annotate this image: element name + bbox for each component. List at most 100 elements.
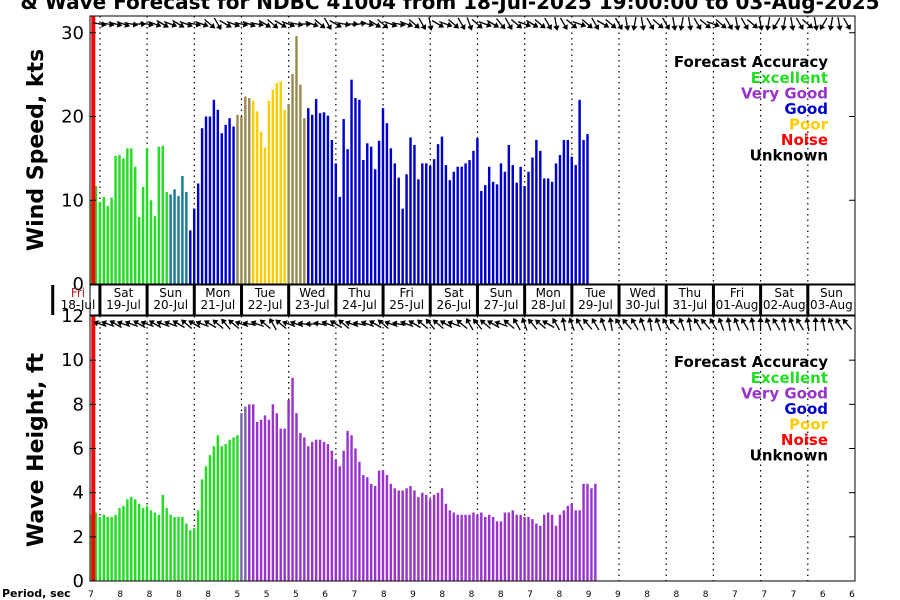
wind-bar bbox=[212, 99, 216, 284]
arrow-head bbox=[812, 25, 820, 31]
day-name-label: Tue bbox=[254, 286, 276, 300]
wind-direction-arrow bbox=[305, 20, 319, 28]
day-date-label: 25-Jul bbox=[389, 298, 424, 312]
wind-bar bbox=[279, 81, 282, 284]
arrow-head bbox=[532, 22, 539, 28]
wind-direction-arrow bbox=[242, 20, 256, 28]
wave-y-tick-label: 4 bbox=[73, 483, 84, 504]
wind-bar bbox=[468, 160, 471, 284]
arrow-head bbox=[599, 317, 606, 324]
wind-direction-arrow bbox=[662, 17, 670, 31]
wave-bar bbox=[153, 512, 157, 581]
period-value: 7 bbox=[88, 590, 94, 600]
day-date-label: 18-Jul bbox=[61, 298, 96, 312]
wind-direction-arrow bbox=[399, 20, 414, 28]
wind-bar bbox=[535, 139, 538, 284]
arrow-head bbox=[400, 320, 406, 327]
wind-direction-arrow bbox=[447, 19, 460, 29]
wave-bar bbox=[539, 525, 542, 581]
arrow-head bbox=[272, 22, 279, 29]
arrow-head bbox=[733, 317, 740, 324]
wind-bar bbox=[413, 144, 416, 284]
wave-direction-arrow bbox=[741, 317, 749, 331]
wind-direction-arrow bbox=[431, 19, 445, 28]
wave-bar bbox=[432, 494, 436, 582]
wave-bar bbox=[499, 521, 503, 582]
wave-bar bbox=[287, 399, 290, 581]
arrow-head bbox=[321, 320, 328, 327]
wave-direction-arrow bbox=[599, 317, 607, 331]
wind-direction-arrow bbox=[740, 17, 749, 31]
wave-bar bbox=[236, 435, 239, 581]
wind-bar bbox=[287, 103, 290, 284]
wind-direction-arrow bbox=[172, 19, 185, 28]
wind-bar bbox=[574, 165, 577, 284]
arrow-head bbox=[507, 24, 513, 31]
wind-bar bbox=[189, 230, 192, 284]
arrow-head bbox=[499, 23, 506, 30]
period-row: Period, sec 7 8 8 8 8 5 5 5 6 7 8 9 8 8 8 7 8 9 9 8 8 8 7 7 7 6 6 bbox=[2, 587, 855, 600]
wind-direction-arrow bbox=[591, 17, 600, 31]
wind-bar bbox=[307, 108, 310, 285]
arrow-head bbox=[116, 320, 123, 327]
wind-bar bbox=[484, 185, 487, 284]
arrow-head bbox=[155, 21, 162, 28]
wave-bar bbox=[114, 514, 117, 581]
arrow-head bbox=[479, 319, 486, 326]
wind-direction-arrow bbox=[699, 19, 711, 29]
wave-bar bbox=[322, 441, 326, 582]
arrow-head bbox=[709, 317, 716, 324]
wind-direction-arrow bbox=[671, 16, 678, 31]
arrow-head bbox=[534, 319, 541, 326]
wave-direction-arrow bbox=[780, 317, 787, 332]
wave-height-bars bbox=[90, 377, 597, 582]
arrow-head bbox=[562, 24, 568, 31]
wave-direction-arrow bbox=[195, 320, 209, 328]
arrow-head bbox=[503, 319, 510, 326]
period-value: 8 bbox=[381, 590, 387, 600]
wave-bar bbox=[208, 455, 212, 582]
arrow-head bbox=[542, 320, 549, 326]
arrow-head bbox=[413, 22, 420, 29]
arrow-head bbox=[438, 22, 445, 28]
wind-direction-arrow bbox=[812, 16, 820, 31]
wind-bar bbox=[303, 118, 306, 284]
arrow-head bbox=[456, 319, 463, 326]
wind-direction-arrow bbox=[789, 16, 796, 31]
wave-y-tick-label: 6 bbox=[73, 439, 84, 460]
arrow-head bbox=[225, 22, 232, 28]
wave-bar bbox=[130, 497, 133, 581]
wave-direction-arrow bbox=[796, 317, 804, 331]
wave-bar bbox=[476, 514, 479, 581]
wind-bar bbox=[185, 191, 188, 285]
wave-direction-arrow bbox=[432, 319, 444, 329]
wave-bar bbox=[310, 441, 314, 582]
period-value: 7 bbox=[732, 590, 738, 600]
wind-bar bbox=[346, 149, 349, 284]
arrow-head bbox=[187, 21, 193, 28]
arrow-head bbox=[686, 317, 693, 323]
wave-bar bbox=[487, 514, 491, 581]
arrow-head bbox=[447, 320, 453, 327]
wind-bar bbox=[244, 96, 247, 285]
wind-bar bbox=[137, 217, 141, 284]
wind-bar bbox=[377, 140, 381, 284]
arrow-head bbox=[427, 25, 434, 31]
wind-direction-arrow bbox=[565, 19, 578, 29]
wave-bar bbox=[397, 490, 400, 581]
wind-bar bbox=[295, 36, 298, 284]
wave-bar bbox=[566, 505, 570, 581]
wind-direction-arrow bbox=[517, 20, 532, 28]
arrow-head bbox=[465, 317, 472, 324]
wave-bar bbox=[126, 499, 129, 581]
arrow-head bbox=[368, 21, 375, 28]
wave-bar bbox=[200, 479, 204, 581]
arrow-head bbox=[391, 320, 398, 327]
wind-bar bbox=[464, 163, 467, 284]
wind-direction-arrow bbox=[384, 20, 398, 28]
wave-bar bbox=[307, 446, 310, 581]
wave-direction-arrow bbox=[827, 317, 835, 331]
wind-bar bbox=[263, 147, 267, 284]
wind-direction-arrow bbox=[510, 19, 523, 29]
wind-bar bbox=[200, 128, 204, 284]
